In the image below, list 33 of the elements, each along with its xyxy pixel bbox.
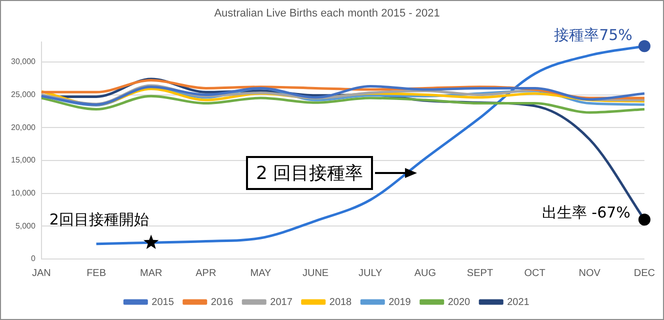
y-tick-label: 5,000 — [15, 221, 36, 230]
y-tick-label: 10,000 — [11, 188, 36, 198]
legend-label: 2018 — [329, 296, 352, 308]
y-tick-label: 20,000 — [11, 122, 36, 132]
line-series — [40, 94, 646, 114]
legend-label: 2016 — [210, 296, 234, 308]
point — [143, 234, 159, 250]
chart-title: Australian Live Births each month 2015 - 2021 — [214, 8, 440, 20]
x-tick-label: APR — [196, 268, 216, 279]
legend-label: 2015 — [152, 296, 174, 308]
x-tick-label: JULY — [358, 268, 383, 279]
x-tick-label: DEC — [634, 268, 656, 279]
x-tick-label: JAN — [32, 268, 51, 279]
x-tick-label: MAY — [250, 268, 272, 279]
y-tick-label: 15,000 — [11, 156, 36, 165]
annotation: 接種率75% — [554, 26, 632, 44]
x-tick-label: AUG — [414, 268, 436, 279]
x-tick-label: OCT — [524, 268, 546, 279]
legend-label: 2021 — [507, 296, 530, 308]
x-tick-label: MAR — [140, 268, 162, 279]
x-tick-label: JUNE — [302, 268, 329, 279]
legend-label: 2017 — [270, 296, 293, 308]
legend-label: 2020 — [448, 296, 471, 308]
annotation: 2 回目接種率 — [246, 156, 374, 190]
x-tick-label: FEB — [86, 268, 106, 279]
x-tick-label: SEPT — [466, 268, 494, 279]
annotation: 2回目接種開始 — [49, 210, 149, 228]
y-tick-label: 0 — [31, 254, 36, 264]
legend-label: 2019 — [388, 296, 412, 308]
y-tick-label: 25,000 — [11, 90, 36, 99]
x-tick-label: NOV — [578, 268, 601, 279]
annotation: 出生率 -67% — [542, 203, 630, 222]
y-tick-label: 30,000 — [11, 57, 36, 66]
